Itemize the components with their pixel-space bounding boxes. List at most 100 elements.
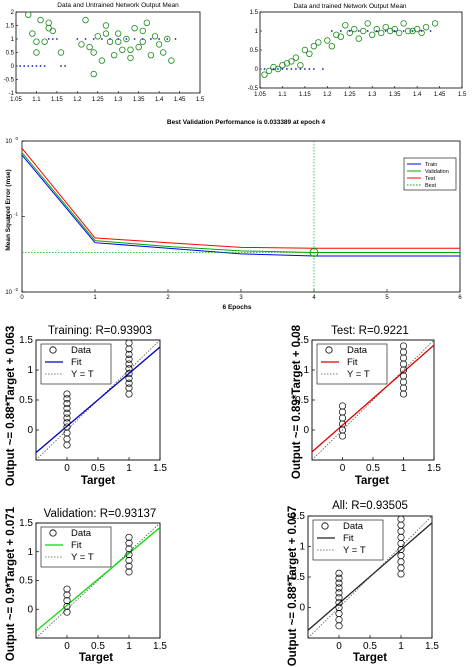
all-ylabel: Output ~= 0.88*Target + 0.067 — [287, 506, 299, 667]
untrained-output-point — [31, 65, 34, 67]
performance-ytick-exponent: -1 — [14, 212, 18, 217]
untrained-data-point — [33, 38, 40, 45]
training-data-point — [125, 340, 133, 347]
all-data-point — [335, 594, 343, 602]
trained-data-point — [274, 65, 282, 73]
performance-legend — [403, 157, 457, 191]
trained-output-point — [366, 30, 369, 32]
trained-output-point — [281, 68, 284, 70]
test-xtick-label: 0 — [340, 463, 346, 474]
test-ytick-label: 0 — [303, 425, 309, 436]
all-fit-line — [308, 522, 432, 631]
trained-output-point — [375, 30, 378, 32]
untrained-ytick-label: -0.5 — [4, 78, 15, 84]
validation-legend-label: Y = T — [71, 552, 94, 563]
trained-data-point — [292, 54, 300, 61]
trained-output-point — [429, 30, 432, 32]
best-marker — [309, 247, 319, 257]
test-xlabel: Target — [355, 475, 389, 487]
untrained-data-point — [94, 33, 101, 40]
test-data-point — [338, 426, 347, 434]
untrained-xtick-label: 1.3 — [114, 97, 123, 103]
all-data-point — [335, 589, 343, 597]
training-data-point — [125, 384, 133, 392]
training-title: Training: R=0.93903 — [48, 325, 152, 337]
untrained-output-point — [150, 38, 152, 40]
trained-data-point — [378, 29, 385, 37]
trained-data-point — [283, 60, 291, 67]
performance-line-train — [21, 154, 460, 257]
untrained-axes-box — [15, 11, 201, 94]
test-xtick-label: 0.5 — [366, 463, 380, 474]
untrained-output-point — [133, 38, 136, 40]
performance-xlabel: 6 Epochs — [223, 304, 252, 311]
trained-data-point — [310, 43, 318, 50]
untrained-data-point — [143, 19, 151, 26]
untrained-output-point — [27, 65, 30, 67]
training-data-point — [125, 350, 133, 358]
trained-ytick-label: 1 — [255, 29, 259, 35]
validation-xtick-label: 1 — [126, 641, 132, 652]
test-data-point — [338, 420, 347, 428]
untrained-output-point — [84, 38, 87, 40]
validation-data-point — [63, 597, 71, 605]
validation-xtick-label: 1.5 — [153, 641, 167, 652]
trained-output-point — [330, 30, 333, 32]
training-data-point — [63, 435, 71, 443]
legend-label-validation: Validation — [425, 169, 449, 175]
test-data-point — [338, 432, 347, 440]
test-ytick-label: 1.5 — [295, 335, 309, 346]
untrained-output-point — [43, 65, 46, 67]
untrained-data-point — [90, 49, 97, 56]
trained-output-point — [384, 30, 387, 32]
untrained-output-point — [166, 38, 169, 40]
validation-xtick-label: 0.5 — [91, 641, 105, 652]
validation-data-point — [125, 562, 133, 570]
validation-data-point — [125, 533, 133, 541]
all-xtick-label: 0 — [336, 641, 342, 652]
training-legend-data-symbol — [49, 346, 57, 354]
untrained-data-point — [57, 49, 65, 56]
trained-output-point — [411, 30, 414, 32]
training-data-point — [125, 355, 133, 363]
training-xtick-label: 0.5 — [91, 463, 105, 474]
training-xlabel: Target — [81, 475, 115, 487]
training-data-point — [125, 390, 133, 398]
untrained-xtick-label: 1.1 — [32, 97, 41, 103]
test-legend — [316, 343, 388, 385]
trained-data-point — [265, 67, 273, 75]
validation-regression-plot: Validation: R=0.93137 Target Output ~= 0… — [5, 506, 167, 664]
all-ytick-label: 0 — [299, 603, 305, 614]
performance-xtick-label: 2 — [166, 295, 170, 301]
performance-xtick-label: 3 — [239, 295, 243, 301]
all-data-point — [335, 599, 343, 607]
untrained-ytick-label: 1.5 — [6, 24, 15, 30]
legend-label-best: Best — [425, 183, 436, 189]
training-data-point — [63, 390, 71, 398]
performance-xtick-label: 0 — [20, 295, 24, 301]
trained-ytick-label: 1.5 — [250, 10, 259, 16]
performance-title: Best Validation Performance is 0.033389 … — [167, 119, 326, 126]
trained-xtick-label: 1.2 — [323, 92, 332, 98]
trained-xtick-label: 1.45 — [434, 92, 446, 98]
all-legend-label: Data — [343, 521, 364, 532]
all-identity-line — [308, 516, 432, 638]
all-xlabel: Target — [353, 652, 387, 664]
untrained-data-point — [98, 57, 106, 64]
test-fit-line — [312, 344, 434, 453]
trained-xtick-label: 1.4 — [413, 92, 422, 98]
validation-xtick-label: 0 — [64, 641, 70, 652]
performance-line-test — [21, 147, 460, 249]
trained-data-point — [395, 29, 403, 37]
training-ytick-label: 0.5 — [19, 395, 33, 406]
trained-data-point — [342, 22, 349, 29]
performance-ytick-label: 10 — [5, 139, 12, 145]
validation-ytick-label: 0 — [27, 604, 33, 615]
all-ytick-label: 1.5 — [291, 511, 305, 522]
test-legend-data-symbol — [325, 346, 333, 354]
performance-xtick-label: 4 — [312, 295, 316, 301]
untrained-output-point — [35, 65, 38, 67]
trained-plot-title: Data and trained Network Output Mean — [293, 3, 406, 10]
performance-ytick-exponent: 0 — [15, 136, 18, 141]
